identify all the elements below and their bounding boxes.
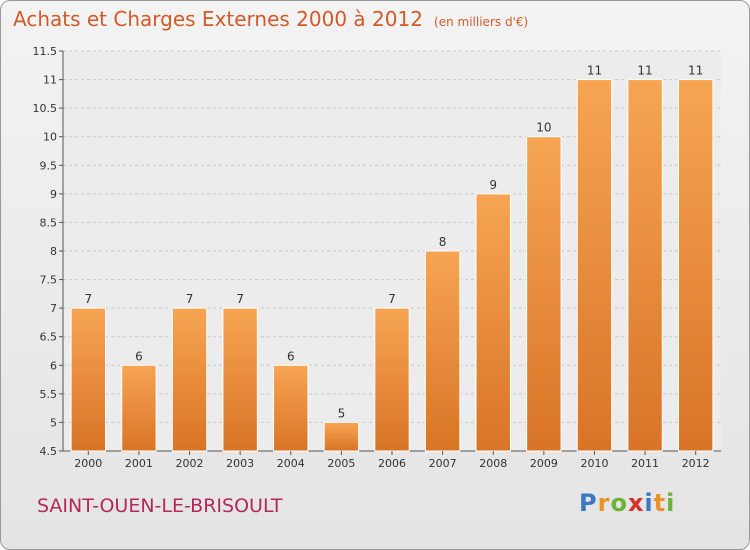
bar (526, 136, 562, 452)
y-tick-label: 9 (50, 188, 57, 201)
bar (70, 307, 107, 452)
data-label: 5 (338, 406, 346, 420)
y-tick-label: 4.5 (40, 445, 58, 458)
proxiti-logo[interactable]: Proxiti (579, 489, 675, 517)
logo-letter: i (644, 489, 654, 517)
logo-letter: o (610, 489, 628, 517)
chart-unit: (en milliers d'€) (434, 15, 529, 29)
logo-letter: P (579, 489, 598, 517)
logo-letter: x (627, 489, 645, 517)
x-tick-label: 2002 (176, 457, 204, 470)
x-tick-label: 2000 (74, 457, 102, 470)
x-tick-label: 2007 (429, 457, 457, 470)
x-tick-label: 2010 (580, 457, 608, 470)
y-tick-label: 5.5 (40, 388, 58, 401)
logo-letter: t (653, 489, 667, 517)
x-tick-label: 2011 (631, 457, 659, 470)
chart-title-text: Achats et Charges Externes 2000 à 2012 (13, 7, 423, 31)
y-tick-label: 6 (50, 359, 57, 372)
bar (121, 364, 157, 452)
commune-name: SAINT-OUEN-LE-BRISOULT (37, 495, 283, 517)
y-tick-label: 11 (43, 74, 57, 87)
data-label: 7 (186, 292, 194, 306)
data-label: 10 (536, 121, 551, 135)
y-tick-label: 6.5 (40, 331, 58, 344)
x-tick-label: 2009 (530, 457, 558, 470)
x-tick-label: 2003 (226, 457, 254, 470)
bar (171, 307, 208, 452)
logo-letter: r (597, 489, 611, 517)
chart-title: Achats et Charges Externes 2000 à 2012 (… (13, 7, 528, 31)
x-tick-label: 2012 (682, 457, 710, 470)
bar (627, 79, 663, 452)
bar (576, 79, 613, 452)
bar (222, 307, 258, 452)
data-label: 7 (236, 292, 244, 306)
x-tick-label: 2006 (378, 457, 406, 470)
y-tick-label: 5 (50, 416, 57, 429)
y-tick-label: 11.5 (33, 45, 58, 58)
x-tick-label: 2005 (327, 457, 355, 470)
x-tick-label: 2001 (125, 457, 153, 470)
data-label: 9 (489, 178, 497, 192)
bar (677, 79, 714, 452)
data-label: 6 (135, 349, 143, 363)
bar (323, 421, 360, 452)
data-label: 11 (587, 64, 602, 78)
x-tick-label: 2004 (277, 457, 305, 470)
logo-letter: i (666, 489, 676, 517)
bar (424, 250, 461, 452)
y-tick-label: 8 (50, 245, 57, 258)
bar (475, 193, 511, 452)
y-tick-label: 8.5 (40, 216, 58, 229)
bar (273, 364, 309, 452)
data-label: 6 (287, 349, 295, 363)
data-label: 11 (637, 64, 652, 78)
x-tick-label: 2008 (479, 457, 507, 470)
y-tick-label: 7 (50, 302, 57, 315)
y-tick-label: 10 (43, 131, 57, 144)
y-tick-label: 7.5 (40, 274, 58, 287)
y-tick-label: 9.5 (40, 159, 58, 172)
bar (374, 307, 410, 452)
data-label: 8 (439, 235, 447, 249)
data-label: 11 (688, 64, 703, 78)
data-label: 7 (84, 292, 92, 306)
data-label: 7 (388, 292, 396, 306)
y-tick-label: 10.5 (33, 102, 58, 115)
